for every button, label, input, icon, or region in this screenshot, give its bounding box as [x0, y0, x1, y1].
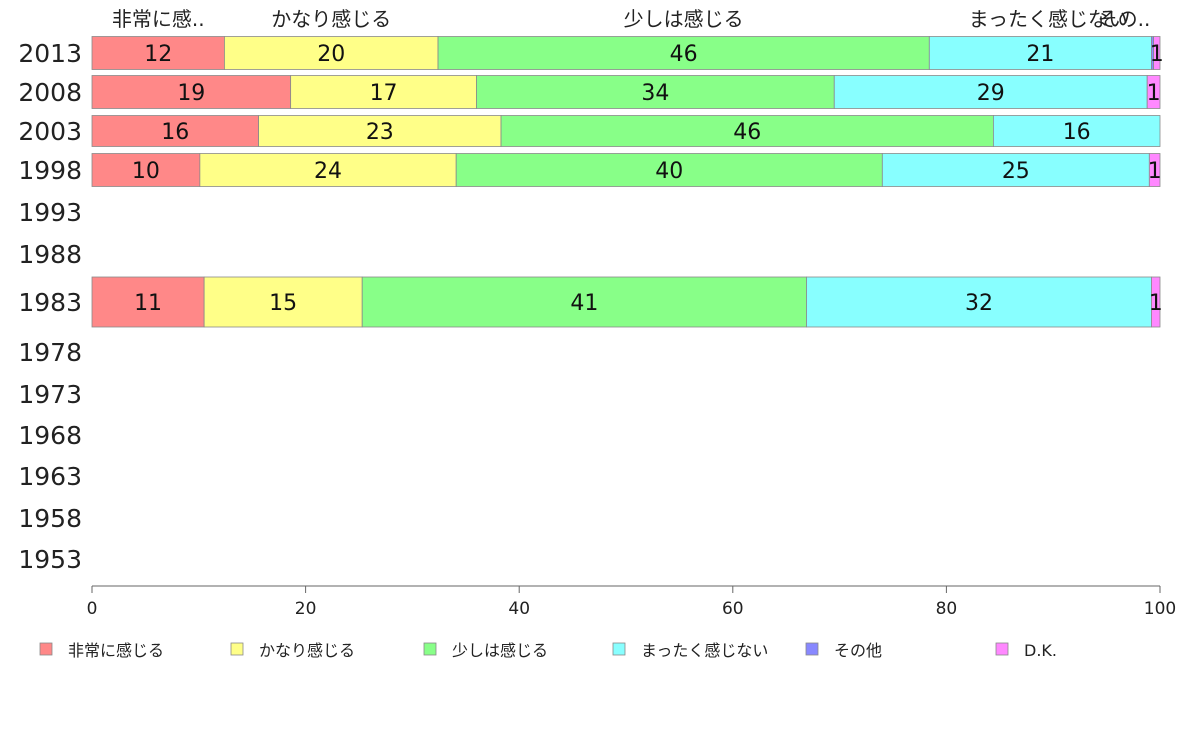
bar-segment — [1153, 36, 1161, 70]
value-label: 46 — [733, 120, 761, 145]
legend-label: D.K. — [1024, 641, 1057, 660]
legend-label: 少しは感じる — [452, 641, 548, 660]
year-label: 1983 — [18, 288, 82, 317]
header-label: 少しは感じる — [624, 7, 744, 31]
header-label: その.. — [1098, 7, 1151, 31]
value-label: 1 — [1148, 159, 1162, 184]
bar-segment — [437, 36, 930, 70]
value-label: 32 — [965, 291, 993, 316]
value-label: 40 — [655, 159, 683, 184]
legend-label: かなり感じる — [259, 641, 355, 660]
legend-swatch — [423, 642, 437, 656]
bar-segment — [361, 276, 807, 328]
year-label: 2003 — [18, 117, 82, 146]
bar-segment — [203, 276, 363, 328]
year-label: 1988 — [18, 240, 82, 269]
bar-segment — [992, 115, 1161, 147]
year-label: 1968 — [18, 421, 82, 450]
x-tick-label: 20 — [295, 599, 317, 619]
value-label: 34 — [641, 81, 669, 106]
bar-segment — [199, 153, 457, 187]
legend-swatch — [995, 642, 1009, 656]
x-tick-label: 60 — [722, 599, 744, 619]
bar-segment — [1146, 75, 1161, 109]
value-label: 11 — [134, 291, 162, 316]
value-label: 12 — [144, 42, 172, 67]
bar-segment — [806, 276, 1152, 328]
x-tick-label: 80 — [936, 599, 958, 619]
bar-segment — [91, 75, 292, 109]
year-label: 1963 — [18, 462, 82, 491]
year-label: 1958 — [18, 504, 82, 533]
bar-segment — [290, 75, 477, 109]
x-tick-label: 100 — [1144, 599, 1176, 619]
bar-segment — [1148, 153, 1161, 187]
bar-segment — [224, 36, 439, 70]
value-label: 16 — [161, 120, 189, 145]
value-label: 19 — [177, 81, 205, 106]
value-label: 1 — [1149, 291, 1163, 316]
value-label: 46 — [670, 42, 698, 67]
header-label: 非常に感.. — [112, 7, 205, 31]
value-label: 10 — [132, 159, 160, 184]
value-label: 29 — [977, 81, 1005, 106]
header-label: まったく感じない — [969, 7, 1128, 31]
bar-segment — [258, 115, 502, 147]
year-label: 2008 — [18, 78, 82, 107]
value-label: 21 — [1026, 42, 1054, 67]
value-label: 1 — [1147, 81, 1161, 106]
bar-segment — [881, 153, 1150, 187]
value-label: 1 — [1150, 42, 1164, 67]
legend-swatch — [230, 642, 244, 656]
bar-segment — [928, 36, 1152, 70]
bar-segment — [91, 36, 225, 70]
bar-segment — [833, 75, 1148, 109]
value-label: 15 — [269, 291, 297, 316]
legend-swatch — [612, 642, 626, 656]
legend-label: その他 — [834, 641, 882, 660]
year-label: 1953 — [18, 545, 82, 574]
header-label: かなり感じる — [271, 7, 391, 31]
bar-segment — [476, 75, 835, 109]
value-label: 24 — [314, 159, 342, 184]
value-label: 41 — [570, 291, 598, 316]
year-label: 1978 — [18, 338, 82, 367]
bar-segment — [91, 276, 205, 328]
legend-swatch — [805, 642, 819, 656]
value-label: 17 — [370, 81, 398, 106]
legend-label: まったく感じない — [641, 641, 768, 660]
bar-segment — [1151, 276, 1161, 328]
year-label: 1973 — [18, 380, 82, 409]
value-label: 25 — [1002, 159, 1030, 184]
year-label: 1993 — [18, 198, 82, 227]
value-label: 23 — [366, 120, 394, 145]
value-label: 20 — [317, 42, 345, 67]
x-tick-label: 0 — [87, 599, 98, 619]
bar-segment — [455, 153, 883, 187]
year-label: 2013 — [18, 39, 82, 68]
legend-label: 非常に感じる — [68, 641, 164, 660]
value-label: 16 — [1063, 120, 1091, 145]
x-tick-label: 40 — [508, 599, 530, 619]
year-label: 1998 — [18, 156, 82, 185]
legend-swatch — [39, 642, 53, 656]
